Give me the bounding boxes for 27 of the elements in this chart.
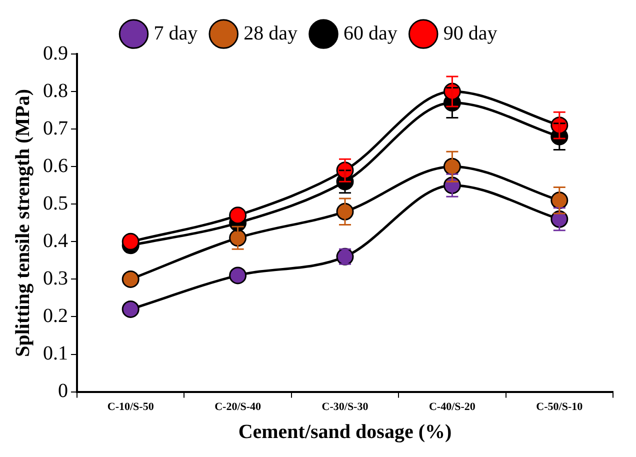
y-tick-label: 0.5 (43, 192, 68, 214)
y-tick-label: 0.6 (43, 154, 68, 177)
y-tick-label: 0.9 (43, 42, 68, 64)
point (229, 206, 247, 224)
point (122, 300, 140, 318)
y-tick-label: 0.2 (43, 304, 68, 327)
x-tick-label: C-40/S-20 (428, 401, 476, 414)
y-tick-label: 0.3 (43, 267, 68, 290)
legend-label: 28 day (244, 22, 298, 44)
point (122, 270, 140, 288)
legend-label: 90 day (443, 22, 498, 44)
legend-label: 60 day (344, 22, 398, 44)
y-tick-label: 0.4 (43, 230, 68, 252)
y-tick-label: 0 (58, 380, 68, 402)
x-tick-label: C-20/S-40 (214, 401, 262, 414)
y-tick-label: 0.1 (43, 342, 68, 365)
x-axis-title: Cement/sand dosage (%) (238, 421, 452, 444)
point (229, 266, 247, 284)
legend-label: 7 day (154, 22, 198, 44)
x-tick-label: C-10/S-50 (107, 401, 154, 414)
point (122, 232, 140, 250)
point (336, 202, 354, 220)
y-tick-label: 0.8 (43, 80, 68, 102)
x-tick-label: C-30/S-30 (322, 401, 369, 414)
x-tick-label: C-50/S-10 (536, 401, 584, 414)
y-tick-label: 0.7 (43, 117, 68, 140)
y-axis-title: Splitting tensile strength (MPa) (12, 88, 34, 357)
